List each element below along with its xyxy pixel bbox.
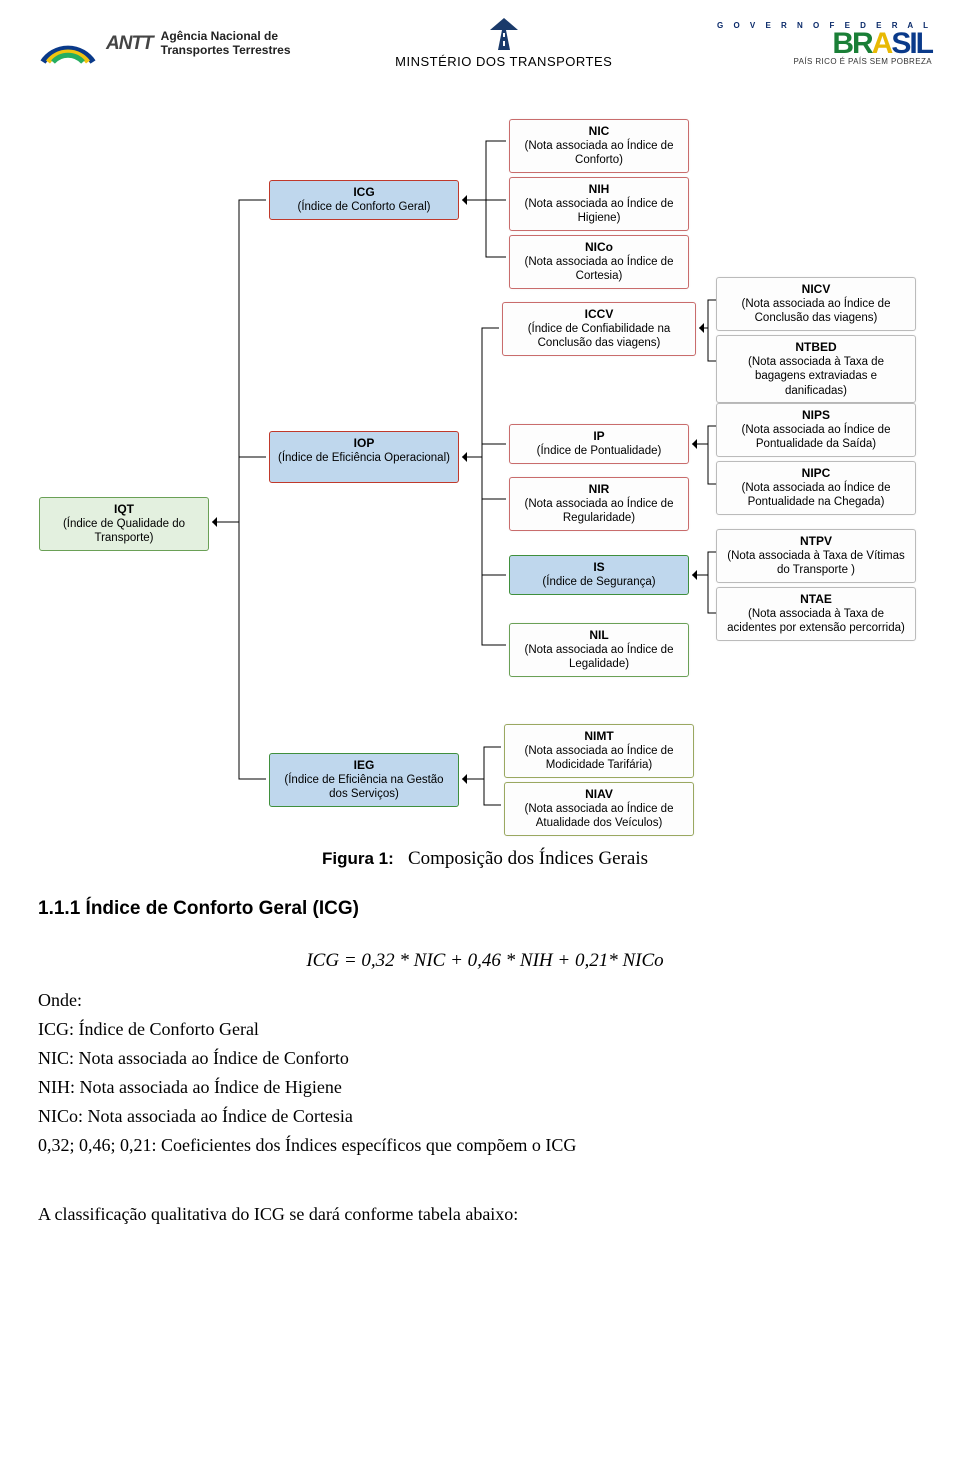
node-desc-nicv: (Nota associada ao Índice de Conclusão d…	[742, 298, 891, 324]
node-code-ip: IP	[516, 429, 682, 444]
node-icg: ICG(Índice de Conforto Geral)	[269, 180, 459, 220]
node-code-iccv: ICCV	[509, 307, 689, 322]
def-nih: NIH: Nota associada ao Índice de Higiene	[38, 1077, 932, 1098]
node-desc-nir: (Nota associada ao Índice de Regularidad…	[525, 498, 674, 524]
node-iqt: IQT(Índice de Qualidade do Transporte)	[39, 497, 209, 551]
node-nips: NIPS(Nota associada ao Índice de Pontual…	[716, 403, 916, 457]
node-ntbed: NTBED(Nota associada à Taxa de bagagens …	[716, 335, 916, 403]
ministry-road-icon	[484, 18, 524, 50]
antt-name-line2: Transportes Terrestres	[161, 43, 291, 57]
onde-label: Onde:	[38, 990, 932, 1011]
node-code-nipc: NIPC	[723, 466, 909, 481]
node-desc-niav: (Nota associada ao Índice de Atualidade …	[525, 803, 674, 829]
node-ntae: NTAE(Nota associada à Taxa de acidentes …	[716, 587, 916, 641]
node-desc-ntae: (Nota associada à Taxa de acidentes por …	[727, 608, 905, 634]
def-coef: 0,32; 0,46; 0,21: Coeficientes dos Índic…	[38, 1135, 932, 1156]
node-ieg: IEG(Índice de Eficiência na Gestão dos S…	[269, 753, 459, 807]
node-desc-iqt: (Índice de Qualidade do Transporte)	[63, 518, 185, 544]
def-nic: NIC: Nota associada ao Índice de Confort…	[38, 1048, 932, 1069]
node-code-nico: NICo	[516, 240, 682, 255]
node-nimt: NIMT(Nota associada ao Índice de Modicid…	[504, 724, 694, 778]
node-code-nimt: NIMT	[511, 729, 687, 744]
node-iop: IOP(Índice de Eficiência Operacional)	[269, 431, 459, 483]
node-code-nips: NIPS	[723, 408, 909, 423]
node-code-ntbed: NTBED	[723, 340, 909, 355]
node-nir: NIR(Nota associada ao Índice de Regulari…	[509, 477, 689, 531]
node-ip: IP(Índice de Pontualidade)	[509, 424, 689, 464]
node-nih: NIH(Nota associada ao Índice de Higiene)	[509, 177, 689, 231]
composition-diagram: IQT(Índice de Qualidade do Transporte) IC…	[24, 119, 924, 844]
node-desc-iop: (Índice de Eficiência Operacional)	[278, 452, 450, 464]
node-nico: NICo(Nota associada ao Índice de Cortesi…	[509, 235, 689, 289]
node-code-nih: NIH	[516, 182, 682, 197]
node-code-ntae: NTAE	[723, 592, 909, 607]
def-icg: ICG: Índice de Conforto Geral	[38, 1019, 932, 1040]
node-iccv: ICCV(Índice de Confiabilidade na Conclus…	[502, 302, 696, 356]
antt-name-line1: Agência Nacional de	[161, 29, 278, 43]
antt-rainbow-icon	[38, 24, 98, 64]
node-code-nil: NIL	[516, 628, 682, 643]
node-niav: NIAV(Nota associada ao Índice de Atualid…	[504, 782, 694, 836]
classification-note: A classificação qualitativa do ICG se da…	[38, 1204, 932, 1225]
node-code-iop: IOP	[276, 436, 452, 451]
node-desc-nico: (Nota associada ao Índice de Cortesia)	[525, 256, 674, 282]
antt-agency-name: Agência Nacional de Transportes Terrestr…	[161, 30, 291, 56]
node-code-nir: NIR	[516, 482, 682, 497]
brasil-main-text: BRASIL	[717, 30, 932, 57]
node-desc-icg: (Índice de Conforto Geral)	[298, 201, 431, 213]
def-nico: NICo: Nota associada ao Índice de Cortes…	[38, 1106, 932, 1127]
caption-label: Figura 1:	[322, 849, 394, 868]
section-heading: 1.1.1 Índice de Conforto Geral (ICG)	[38, 898, 932, 920]
caption-text: Composição dos Índices Gerais	[408, 848, 648, 869]
node-desc-ieg: (Índice de Eficiência na Gestão dos Serv…	[284, 774, 443, 800]
node-code-nicv: NICV	[723, 282, 909, 297]
node-ntpv: NTPV(Nota associada à Taxa de Vítimas do…	[716, 529, 916, 583]
node-desc-is: (Índice de Segurança)	[542, 576, 655, 588]
antt-text-block: ANTT	[106, 33, 153, 55]
node-desc-nimt: (Nota associada ao Índice de Modicidade …	[525, 745, 674, 771]
node-desc-ip: (Índice de Pontualidade)	[537, 445, 662, 457]
node-desc-iccv: (Índice de Confiabilidade na Conclusão d…	[528, 323, 671, 349]
node-code-nic: NIC	[516, 124, 682, 139]
node-is: IS(Índice de Segurança)	[509, 555, 689, 595]
node-code-ieg: IEG	[276, 758, 452, 773]
node-desc-ntbed: (Nota associada à Taxa de bagagens extra…	[748, 356, 884, 397]
node-code-is: IS	[516, 560, 682, 575]
node-nicv: NICV(Nota associada ao Índice de Conclus…	[716, 277, 916, 331]
brasil-sub-text: PAÍS RICO É PAÍS SEM POBREZA	[717, 57, 932, 66]
node-code-niav: NIAV	[511, 787, 687, 802]
ministry-label: MINSTÉRIO DOS TRANSPORTES	[395, 54, 612, 69]
node-nic: NIC(Nota associada ao Índice de Conforto…	[509, 119, 689, 173]
node-desc-nic: (Nota associada ao Índice de Conforto)	[525, 140, 674, 166]
page: ANTT Agência Nacional de Transportes Ter…	[0, 0, 960, 1273]
node-desc-nil: (Nota associada ao Índice de Legalidade)	[525, 644, 674, 670]
logo-brasil: G O V E R N O F E D E R A L BRASIL PAÍS …	[717, 21, 932, 66]
antt-acronym: ANTT	[106, 33, 153, 54]
figure-caption: Figura 1: Composição dos Índices Gerais	[38, 848, 932, 870]
node-desc-nih: (Nota associada ao Índice de Higiene)	[525, 198, 674, 224]
node-code-icg: ICG	[276, 185, 452, 200]
header-logos: ANTT Agência Nacional de Transportes Ter…	[38, 18, 932, 69]
node-code-ntpv: NTPV	[723, 534, 909, 549]
node-desc-nipc: (Nota associada ao Índice de Pontualidad…	[742, 482, 891, 508]
node-desc-nips: (Nota associada ao Índice de Pontualidad…	[742, 424, 891, 450]
node-desc-ntpv: (Nota associada à Taxa de Vítimas do Tra…	[727, 550, 905, 576]
node-code-iqt: IQT	[46, 502, 202, 517]
logo-antt: ANTT Agência Nacional de Transportes Ter…	[38, 24, 291, 64]
icg-formula: ICG = 0,32 * NIC + 0,46 * NIH + 0,21* NI…	[38, 950, 932, 972]
node-nipc: NIPC(Nota associada ao Índice de Pontual…	[716, 461, 916, 515]
node-nil: NIL(Nota associada ao Índice de Legalida…	[509, 623, 689, 677]
logo-ministry: MINSTÉRIO DOS TRANSPORTES	[395, 18, 612, 69]
